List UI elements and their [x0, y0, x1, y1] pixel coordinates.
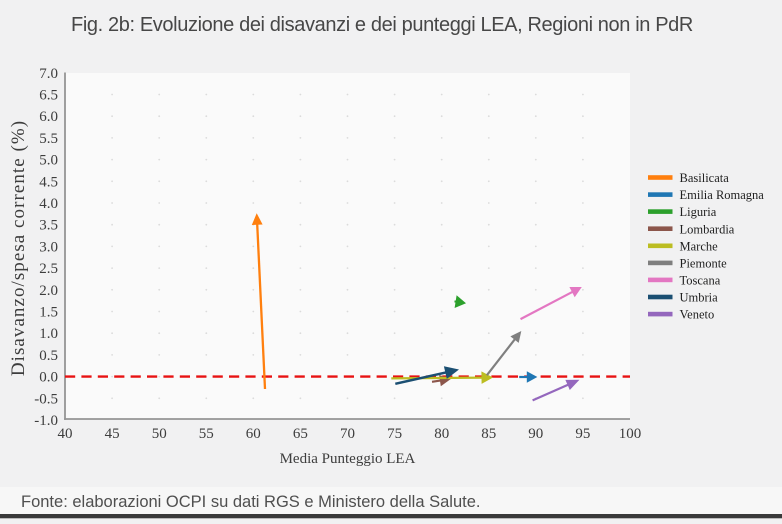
svg-text:Basilicata: Basilicata — [680, 171, 730, 185]
svg-text:6.5: 6.5 — [39, 88, 58, 104]
svg-text:6.0: 6.0 — [39, 109, 58, 125]
svg-text:0.5: 0.5 — [39, 348, 58, 364]
svg-text:100: 100 — [619, 426, 642, 442]
svg-text:75: 75 — [387, 426, 402, 442]
svg-text:1.0: 1.0 — [39, 326, 58, 342]
svg-text:85: 85 — [481, 426, 496, 442]
svg-text:Piemonte: Piemonte — [680, 257, 728, 271]
svg-text:90: 90 — [528, 426, 543, 442]
svg-text:Fig. 2b: Evoluzione dei disava: Fig. 2b: Evoluzione dei disavanzi e dei … — [71, 14, 693, 36]
svg-text:5.5: 5.5 — [39, 131, 58, 147]
svg-text:2.0: 2.0 — [39, 283, 58, 299]
svg-text:Emilia Romagna: Emilia Romagna — [680, 188, 765, 202]
svg-text:Marche: Marche — [680, 239, 719, 253]
svg-text:Umbria: Umbria — [680, 291, 719, 305]
svg-text:55: 55 — [199, 426, 214, 442]
svg-text:Disavanzo/spesa corrente (%): Disavanzo/spesa corrente (%) — [8, 120, 29, 376]
svg-text:95: 95 — [575, 426, 590, 442]
svg-text:Veneto: Veneto — [680, 308, 715, 322]
svg-text:4.0: 4.0 — [39, 196, 58, 212]
svg-text:4.5: 4.5 — [39, 174, 58, 190]
svg-text:80: 80 — [434, 426, 449, 442]
svg-text:Toscana: Toscana — [680, 274, 721, 288]
svg-text:0.0: 0.0 — [39, 370, 58, 386]
svg-text:70: 70 — [340, 426, 355, 442]
svg-text:45: 45 — [105, 426, 120, 442]
svg-text:2.5: 2.5 — [39, 261, 58, 277]
svg-text:60: 60 — [246, 426, 261, 442]
svg-text:40: 40 — [58, 426, 73, 442]
svg-text:3.0: 3.0 — [39, 239, 58, 255]
svg-text:-0.5: -0.5 — [34, 391, 58, 407]
svg-text:-1.0: -1.0 — [34, 413, 58, 429]
svg-text:3.5: 3.5 — [39, 218, 58, 234]
svg-text:5.0: 5.0 — [39, 153, 58, 169]
svg-text:Fonte: elaborazioni OCPI su da: Fonte: elaborazioni OCPI su dati RGS e M… — [21, 493, 480, 511]
svg-text:50: 50 — [152, 426, 167, 442]
svg-text:Media Punteggio LEA: Media Punteggio LEA — [280, 451, 416, 467]
svg-text:65: 65 — [293, 426, 308, 442]
svg-text:Lombardia: Lombardia — [680, 222, 735, 236]
svg-text:7.0: 7.0 — [39, 66, 58, 82]
svg-text:Liguria: Liguria — [680, 205, 717, 219]
svg-text:1.5: 1.5 — [39, 305, 58, 321]
